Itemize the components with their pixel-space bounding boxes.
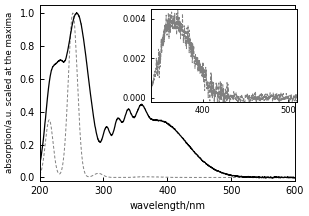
Y-axis label: absorption/a.u. scaled at the maxima: absorption/a.u. scaled at the maxima	[5, 12, 14, 173]
X-axis label: wavelength/nm: wavelength/nm	[129, 201, 205, 211]
